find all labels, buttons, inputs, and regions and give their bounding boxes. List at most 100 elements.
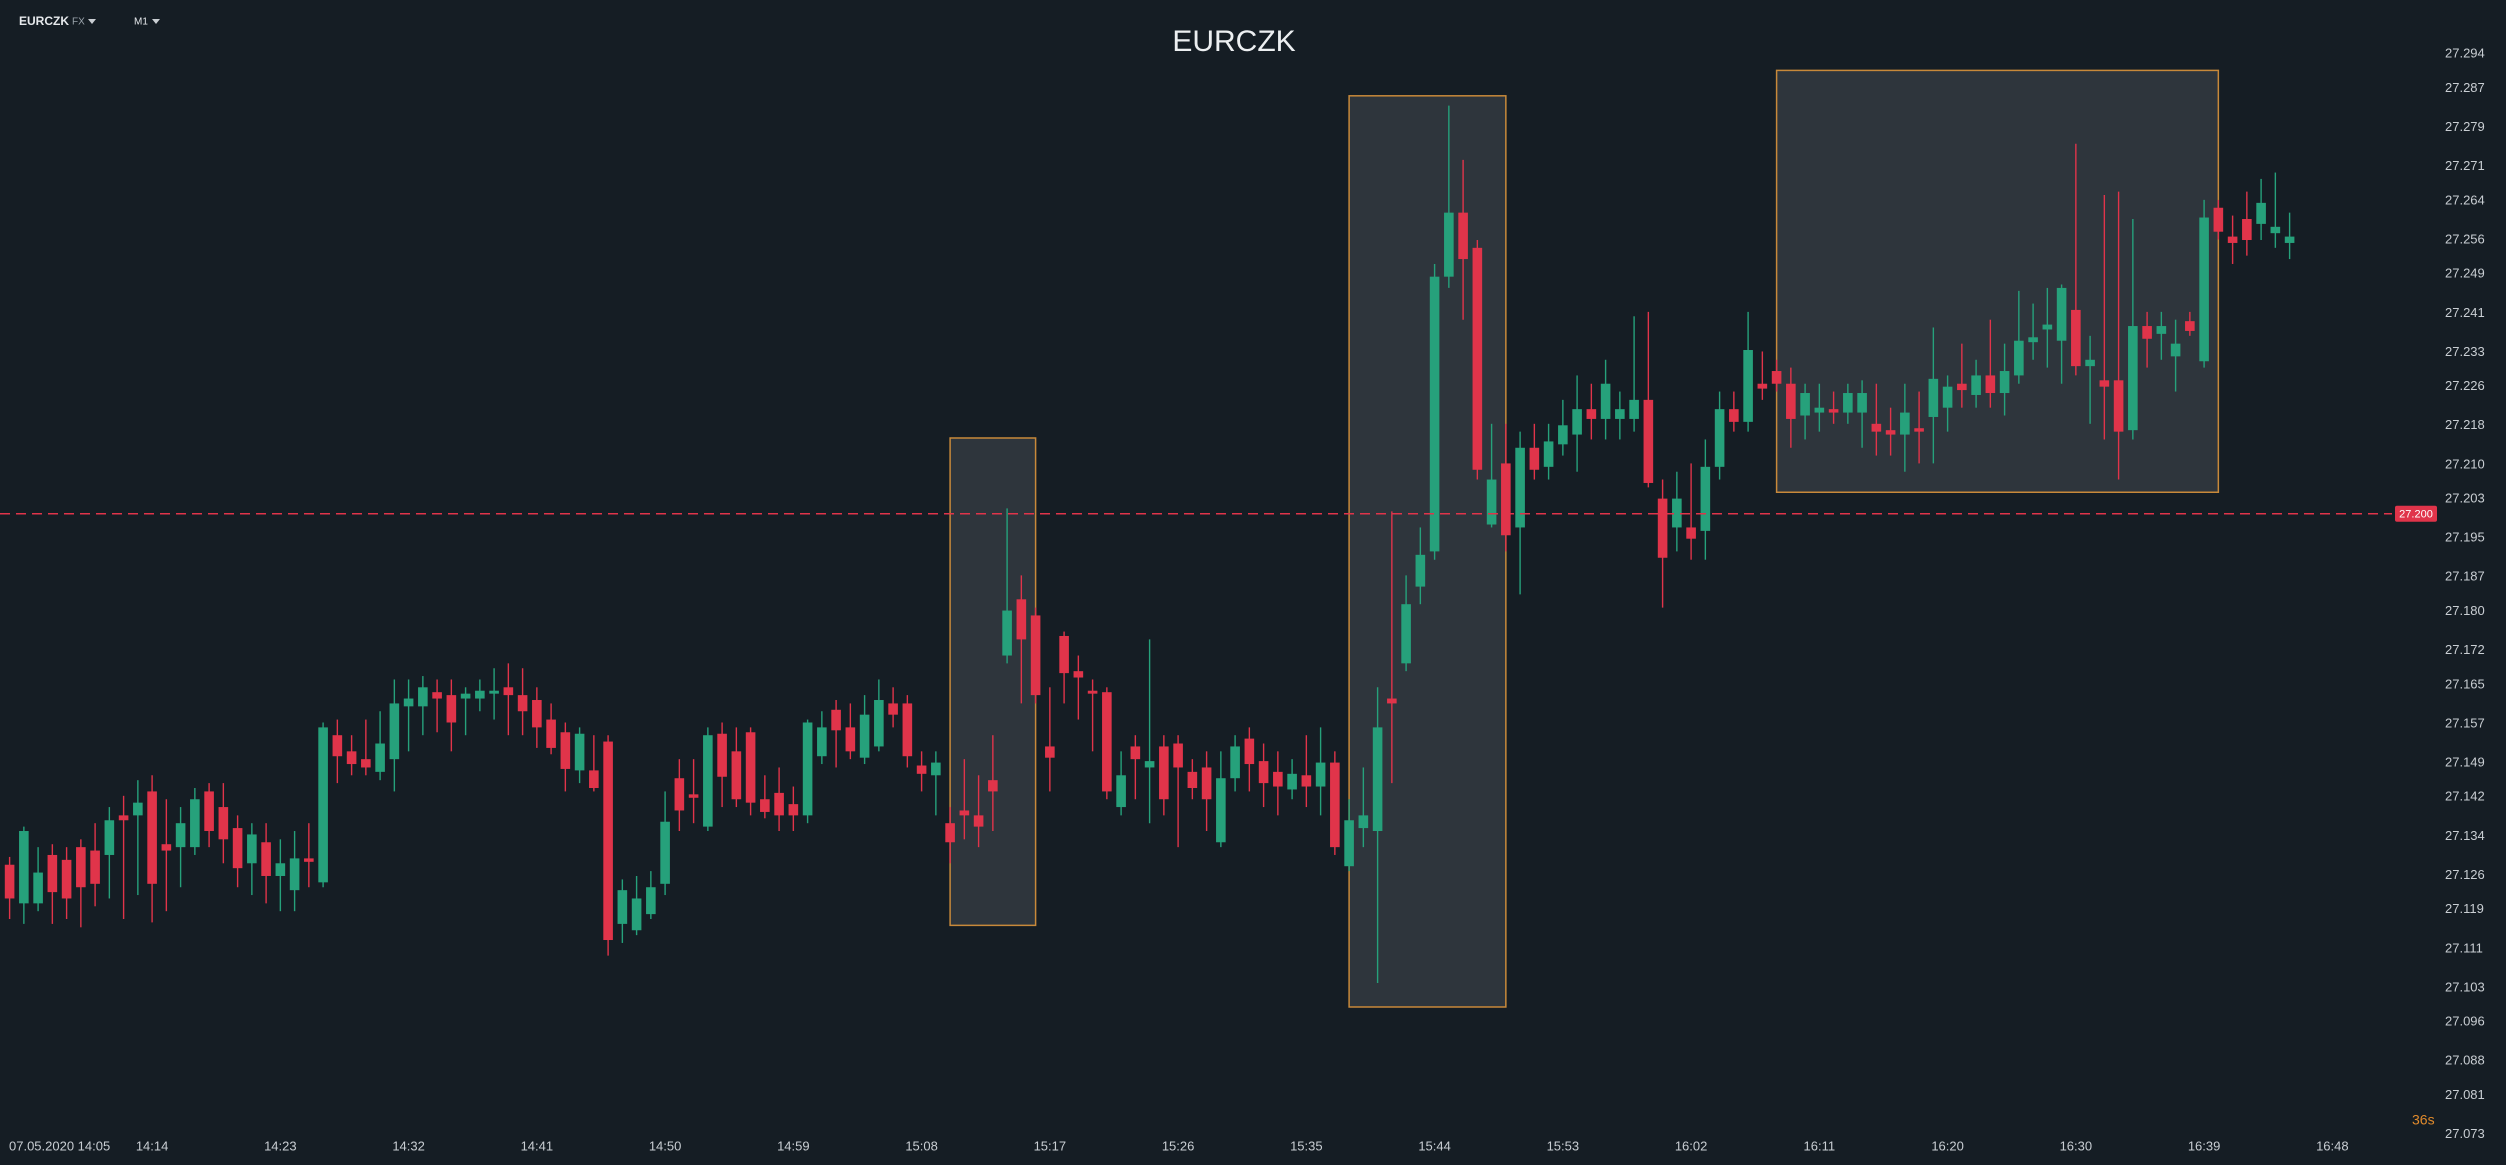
y-tick-label: 27.294 <box>2445 46 2485 61</box>
candle-body <box>2185 321 2195 331</box>
candle-body <box>1130 746 1141 760</box>
candle-body <box>859 714 870 758</box>
candle-body <box>261 842 271 876</box>
candle-body <box>973 815 984 827</box>
candle-body <box>389 703 400 760</box>
y-tick-label: 27.218 <box>2445 417 2485 432</box>
candle-body <box>133 802 143 816</box>
candle-body <box>1201 767 1212 800</box>
candle-body <box>1059 635 1069 674</box>
candle-body <box>1002 610 1012 656</box>
candle-body <box>532 700 542 728</box>
candle-body <box>475 690 485 699</box>
x-tick-label: 14:59 <box>777 1138 810 1153</box>
candle-body <box>61 859 72 899</box>
candle-body <box>988 780 998 792</box>
candle-body <box>1116 775 1126 808</box>
candle-body <box>1757 383 1768 389</box>
y-tick-label: 27.111 <box>2445 940 2483 955</box>
candle-body <box>375 743 385 772</box>
candle-body <box>304 858 314 862</box>
candle-body <box>2270 226 2281 234</box>
candle-body <box>19 831 29 904</box>
candle-body <box>2085 359 2095 367</box>
candle-body <box>1458 212 1468 260</box>
y-tick-label: 27.157 <box>2445 715 2485 730</box>
highlight-box <box>949 437 1037 927</box>
x-tick-label: 14:32 <box>392 1138 425 1153</box>
candle-body <box>1301 775 1312 787</box>
candle-body <box>1273 771 1283 787</box>
candle-body <box>418 687 428 707</box>
y-tick-label: 27.264 <box>2445 192 2485 207</box>
candle-body <box>817 727 827 757</box>
candle-body <box>1586 409 1597 419</box>
x-tick-label: 14:14 <box>136 1138 169 1153</box>
candle-body <box>147 791 157 884</box>
candle-body <box>2199 217 2209 362</box>
y-tick-label: 27.195 <box>2445 530 2485 545</box>
candle-body <box>745 732 756 803</box>
candle-body <box>2028 337 2038 343</box>
candle-body <box>703 735 713 827</box>
candle-body <box>1486 479 1497 525</box>
candle-body <box>1558 425 1568 445</box>
candle-body <box>2213 207 2224 232</box>
x-tick-label: 14:41 <box>521 1138 554 1153</box>
candle-body <box>1615 409 1625 419</box>
symbol-dropdown-caret[interactable] <box>88 19 96 24</box>
x-tick-label: 15:08 <box>905 1138 938 1153</box>
candle-body <box>1543 441 1554 467</box>
candle-body <box>1786 383 1796 419</box>
y-tick-label: 27.233 <box>2445 344 2485 359</box>
candle-body <box>161 844 172 851</box>
candle-body <box>1828 409 1839 413</box>
candle-body <box>175 823 186 848</box>
x-tick-label: 16:30 <box>2060 1138 2093 1153</box>
candle-body <box>560 732 571 769</box>
y-tick-label: 27.226 <box>2445 378 2485 393</box>
candle-body <box>1814 407 1825 413</box>
interval-dropdown-caret[interactable] <box>152 19 160 24</box>
candle-body <box>660 821 670 884</box>
last-price-label: 27.200 <box>2399 509 2433 521</box>
candle-body <box>232 828 243 869</box>
candle-body <box>346 751 357 765</box>
candle-body <box>874 700 884 747</box>
candle-body <box>1144 761 1155 768</box>
candle-body <box>1700 466 1711 531</box>
candle-body <box>1985 375 1996 394</box>
candle-body <box>2014 340 2024 376</box>
candle-body <box>1330 762 1340 848</box>
candle-body <box>460 693 471 699</box>
candle-body <box>831 709 841 731</box>
candle-body <box>2170 343 2181 357</box>
candle-body <box>1358 815 1369 829</box>
symbol[interactable]: EURCZK <box>19 14 69 28</box>
candle-body <box>104 820 115 855</box>
y-tick-label: 27.142 <box>2445 789 2485 804</box>
candle-body <box>1999 371 2010 394</box>
candle-body <box>1216 778 1226 843</box>
candle-body <box>4 864 15 899</box>
candle-body <box>717 733 727 777</box>
candle-body <box>2256 202 2266 224</box>
y-tick-label: 27.073 <box>2445 1126 2485 1141</box>
candle-body <box>432 692 442 699</box>
candle-body <box>1686 527 1696 539</box>
candle-body <box>2156 326 2167 334</box>
candle-body <box>1501 463 1511 536</box>
y-tick-label: 27.134 <box>2445 828 2485 843</box>
candle-body <box>1030 615 1041 696</box>
candle-body <box>1857 393 1867 413</box>
interval[interactable]: M1 <box>134 17 148 28</box>
y-tick-label: 27.096 <box>2445 1014 2485 1029</box>
candle-body <box>1885 430 1896 435</box>
candle-body <box>631 898 642 931</box>
candle-body <box>247 834 257 864</box>
candle-body <box>76 847 86 888</box>
y-tick-label: 27.126 <box>2445 867 2485 882</box>
y-tick-label: 27.149 <box>2445 755 2485 770</box>
